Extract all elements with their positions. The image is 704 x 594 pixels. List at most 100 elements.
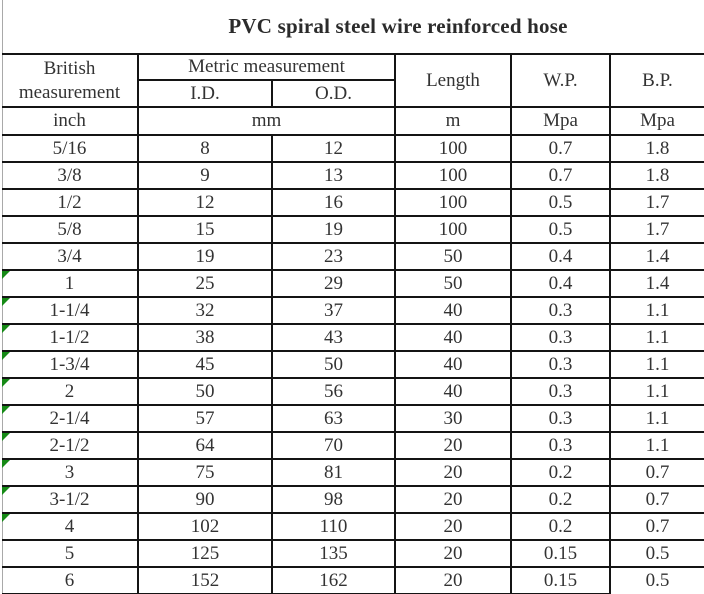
length-cell: 40 [394, 296, 512, 325]
table-row: 5/16 8 12 100 0.7 1.8 [2, 134, 704, 163]
inch-cell: 1 [2, 269, 139, 298]
inch-cell: 2-1/2 [2, 431, 139, 460]
inch-cell: 3 [2, 458, 139, 487]
id-cell: 102 [137, 512, 273, 541]
inch-cell: 3-1/2 [2, 485, 139, 514]
inch-cell: 4 [2, 512, 139, 541]
inch-cell: 5/16 [2, 134, 139, 163]
bp-cell: 0.7 [609, 512, 704, 541]
id-cell: 19 [137, 242, 273, 271]
id-cell: 152 [137, 566, 273, 594]
bp-cell: 1.1 [609, 323, 704, 352]
green-corner-marker-icon [2, 407, 10, 414]
od-cell: 110 [271, 512, 396, 541]
wp-cell: 0.2 [510, 485, 611, 514]
page-title: PVC spiral steel wire reinforced hose [228, 13, 568, 38]
od-cell: 23 [271, 242, 396, 271]
od-cell: 70 [271, 431, 396, 460]
bp-cell: 1.1 [609, 377, 704, 406]
header-british-measurement: British measurement [2, 53, 139, 108]
length-cell: 20 [394, 431, 512, 460]
wp-cell: 0.3 [510, 350, 611, 379]
table-row: 1 25 29 50 0.4 1.4 [2, 269, 704, 298]
id-cell: 45 [137, 350, 273, 379]
table-row: 3/8 9 13 100 0.7 1.8 [2, 161, 704, 190]
id-cell: 9 [137, 161, 273, 190]
wp-cell: 0.3 [510, 404, 611, 433]
inch-cell: 5 [2, 539, 139, 568]
table-row: 2-1/4 57 63 30 0.3 1.1 [2, 404, 704, 433]
header-length: Length [394, 53, 512, 108]
green-corner-marker-icon [2, 515, 10, 522]
wp-cell: 0.15 [510, 566, 611, 594]
length-cell: 40 [394, 350, 512, 379]
wp-cell: 0.4 [510, 269, 611, 298]
table-row: 3/4 19 23 50 0.4 1.4 [2, 242, 704, 271]
bp-cell: 1.1 [609, 431, 704, 460]
od-cell: 135 [271, 539, 396, 568]
green-corner-marker-icon [2, 461, 10, 468]
od-cell: 29 [271, 269, 396, 298]
inch-cell: 6 [2, 566, 139, 594]
green-corner-marker-icon [2, 434, 10, 441]
length-cell: 20 [394, 539, 512, 568]
table-row: 1-1/4 32 37 40 0.3 1.1 [2, 296, 704, 325]
od-cell: 13 [271, 161, 396, 190]
id-cell: 75 [137, 458, 273, 487]
table-row: 2 50 56 40 0.3 1.1 [2, 377, 704, 406]
bp-cell: 1.8 [609, 161, 704, 190]
wp-cell: 0.2 [510, 458, 611, 487]
unit-inch: inch [2, 106, 139, 136]
length-cell: 30 [394, 404, 512, 433]
header-row-2: I.D. O.D. [2, 79, 704, 108]
length-cell: 100 [394, 134, 512, 163]
length-cell: 20 [394, 458, 512, 487]
length-cell: 20 [394, 485, 512, 514]
id-cell: 32 [137, 296, 273, 325]
length-cell: 20 [394, 512, 512, 541]
length-cell: 50 [394, 269, 512, 298]
od-cell: 56 [271, 377, 396, 406]
inch-cell: 1-3/4 [2, 350, 139, 379]
inch-cell: 5/8 [2, 215, 139, 244]
green-corner-marker-icon [2, 299, 10, 306]
header-od: O.D. [271, 79, 396, 108]
id-cell: 90 [137, 485, 273, 514]
length-cell: 40 [394, 377, 512, 406]
bp-cell: 1.4 [609, 242, 704, 271]
length-cell: 20 [394, 566, 512, 594]
length-cell: 100 [394, 161, 512, 190]
bp-cell: 1.7 [609, 188, 704, 217]
green-corner-marker-icon [2, 353, 10, 360]
table-row: 4 102 110 20 0.2 0.7 [2, 512, 704, 541]
id-cell: 15 [137, 215, 273, 244]
length-cell: 40 [394, 323, 512, 352]
bp-cell: 1.8 [609, 134, 704, 163]
header-id: I.D. [137, 79, 273, 108]
inch-cell: 3/8 [2, 161, 139, 190]
length-cell: 100 [394, 188, 512, 217]
id-cell: 50 [137, 377, 273, 406]
length-cell: 50 [394, 242, 512, 271]
id-cell: 57 [137, 404, 273, 433]
table-row: 1-3/4 45 50 40 0.3 1.1 [2, 350, 704, 379]
wp-cell: 0.7 [510, 134, 611, 163]
wp-cell: 0.3 [510, 296, 611, 325]
header-row-1: British measurement Metric measurement L… [2, 53, 704, 108]
unit-m: m [394, 106, 512, 136]
od-cell: 43 [271, 323, 396, 352]
od-cell: 63 [271, 404, 396, 433]
wp-cell: 0.3 [510, 323, 611, 352]
table-row: 5/8 15 19 100 0.5 1.7 [2, 215, 704, 244]
od-cell: 19 [271, 215, 396, 244]
table-body: 5/16 8 12 100 0.7 1.8 3/8 9 13 100 0.7 1.8 1/2 12 16 10… [2, 134, 704, 594]
header-wp: W.P. [510, 53, 611, 108]
wp-cell: 0.3 [510, 431, 611, 460]
green-corner-marker-icon [2, 272, 10, 279]
id-cell: 12 [137, 188, 273, 217]
od-cell: 12 [271, 134, 396, 163]
wp-cell: 0.7 [510, 161, 611, 190]
table-row: 1-1/2 38 43 40 0.3 1.1 [2, 323, 704, 352]
bp-cell: 1.7 [609, 215, 704, 244]
